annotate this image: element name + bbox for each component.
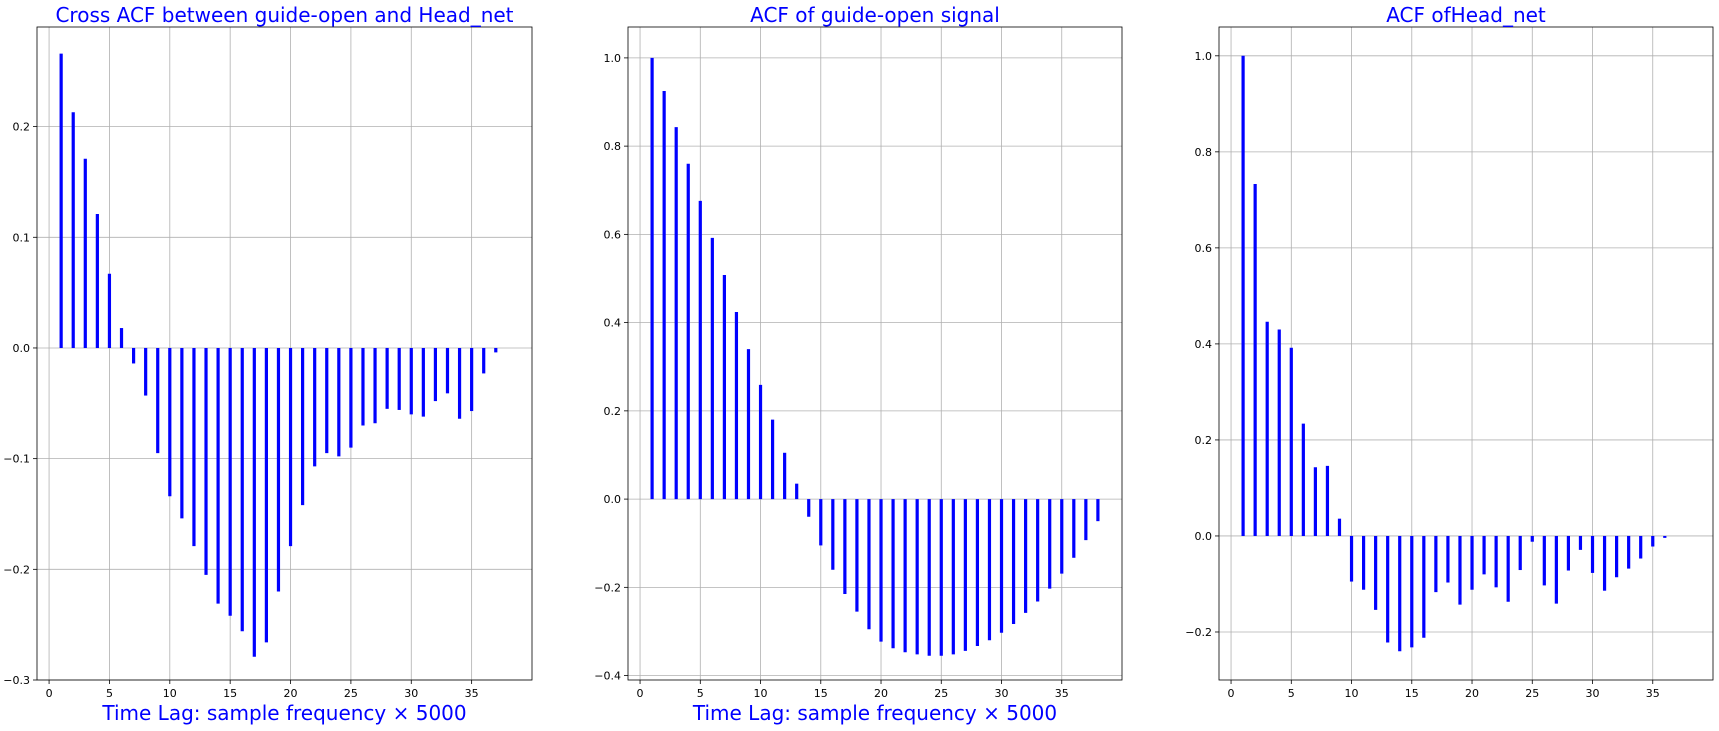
- chart-panel-1: 0 5 10 15 20 25 30 35 −0.3 −0.2 −0.1 0.0 0.1 0.2 Cross…: [3, 3, 533, 725]
- y-tick-label: −0.3: [3, 674, 30, 687]
- y-tick-label: −0.1: [3, 453, 30, 466]
- y-tick-label: 0.6: [604, 228, 622, 241]
- x-tick-label: 15: [223, 687, 237, 700]
- y-tick-label: 0.8: [1195, 146, 1213, 159]
- chart-title: Cross ACF between guide-open and Head_ne…: [55, 3, 513, 27]
- plot-frame: [36, 26, 533, 681]
- x-tick-label: 0: [46, 687, 53, 700]
- x-tick-label: 20: [1465, 687, 1479, 700]
- chart-panel-3: 0 5 10 15 20 25 30 35 −0.2 0.0 0.2 0.4 0.6 0.8 1.0 ACF …: [1185, 3, 1714, 700]
- x-tick-label: 25: [1525, 687, 1539, 700]
- x-tick-label: 30: [1586, 687, 1600, 700]
- plot-frame: [627, 26, 1123, 681]
- y-tick-label: 0.4: [1195, 338, 1213, 351]
- y-tick-label: 1.0: [604, 52, 622, 65]
- x-tick-label: 30: [404, 687, 418, 700]
- y-tick-label: 0.2: [1195, 434, 1213, 447]
- y-tick-label: 0.2: [604, 405, 622, 418]
- y-tick-label: 0.1: [13, 231, 31, 244]
- x-tick-label: 15: [814, 687, 828, 700]
- x-tick-label: 25: [934, 687, 948, 700]
- x-axis-label: Time Lag: sample frequency × 5000: [692, 701, 1057, 725]
- x-tick-label: 25: [344, 687, 358, 700]
- x-tick-label: 10: [754, 687, 768, 700]
- x-axis-label: Time Lag: sample frequency × 5000: [101, 701, 466, 725]
- x-tick-label: 30: [995, 687, 1009, 700]
- x-tick-label: 0: [637, 687, 644, 700]
- y-tick-label: 0.0: [1195, 530, 1213, 543]
- x-tick-label: 0: [1228, 687, 1235, 700]
- y-tick-label: −0.2: [1185, 626, 1212, 639]
- x-tick-label: 20: [284, 687, 298, 700]
- x-tick-label: 35: [1055, 687, 1069, 700]
- y-tick-label: −0.4: [594, 670, 621, 683]
- y-tick-label: 0.0: [13, 342, 31, 355]
- x-tick-label: 5: [697, 687, 704, 700]
- x-tick-label: 5: [1288, 687, 1295, 700]
- chart-title: ACF ofHead_net: [1386, 3, 1546, 27]
- plot-frame: [1218, 26, 1714, 681]
- y-tick-label: 0.8: [604, 140, 622, 153]
- chart-panel-2: 0 5 10 15 20 25 30 35 −0.4 −0.2 0.0 0.2 0.4 0.6 0.8 1.0…: [594, 3, 1123, 725]
- y-tick-label: 0.4: [604, 317, 622, 330]
- y-tick-label: 0.6: [1195, 242, 1213, 255]
- y-tick-label: 1.0: [1195, 50, 1213, 63]
- x-tick-label: 35: [1646, 687, 1660, 700]
- y-tick-label: 0.2: [13, 121, 31, 134]
- x-tick-label: 10: [163, 687, 177, 700]
- chart-title: ACF of guide-open signal: [750, 3, 1000, 27]
- x-tick-label: 20: [874, 687, 888, 700]
- y-tick-label: 0.0: [604, 493, 622, 506]
- x-tick-label: 35: [465, 687, 479, 700]
- x-tick-label: 10: [1345, 687, 1359, 700]
- x-tick-label: 5: [106, 687, 113, 700]
- y-tick-label: −0.2: [3, 563, 30, 576]
- y-tick-label: −0.2: [594, 581, 621, 594]
- x-tick-label: 15: [1405, 687, 1419, 700]
